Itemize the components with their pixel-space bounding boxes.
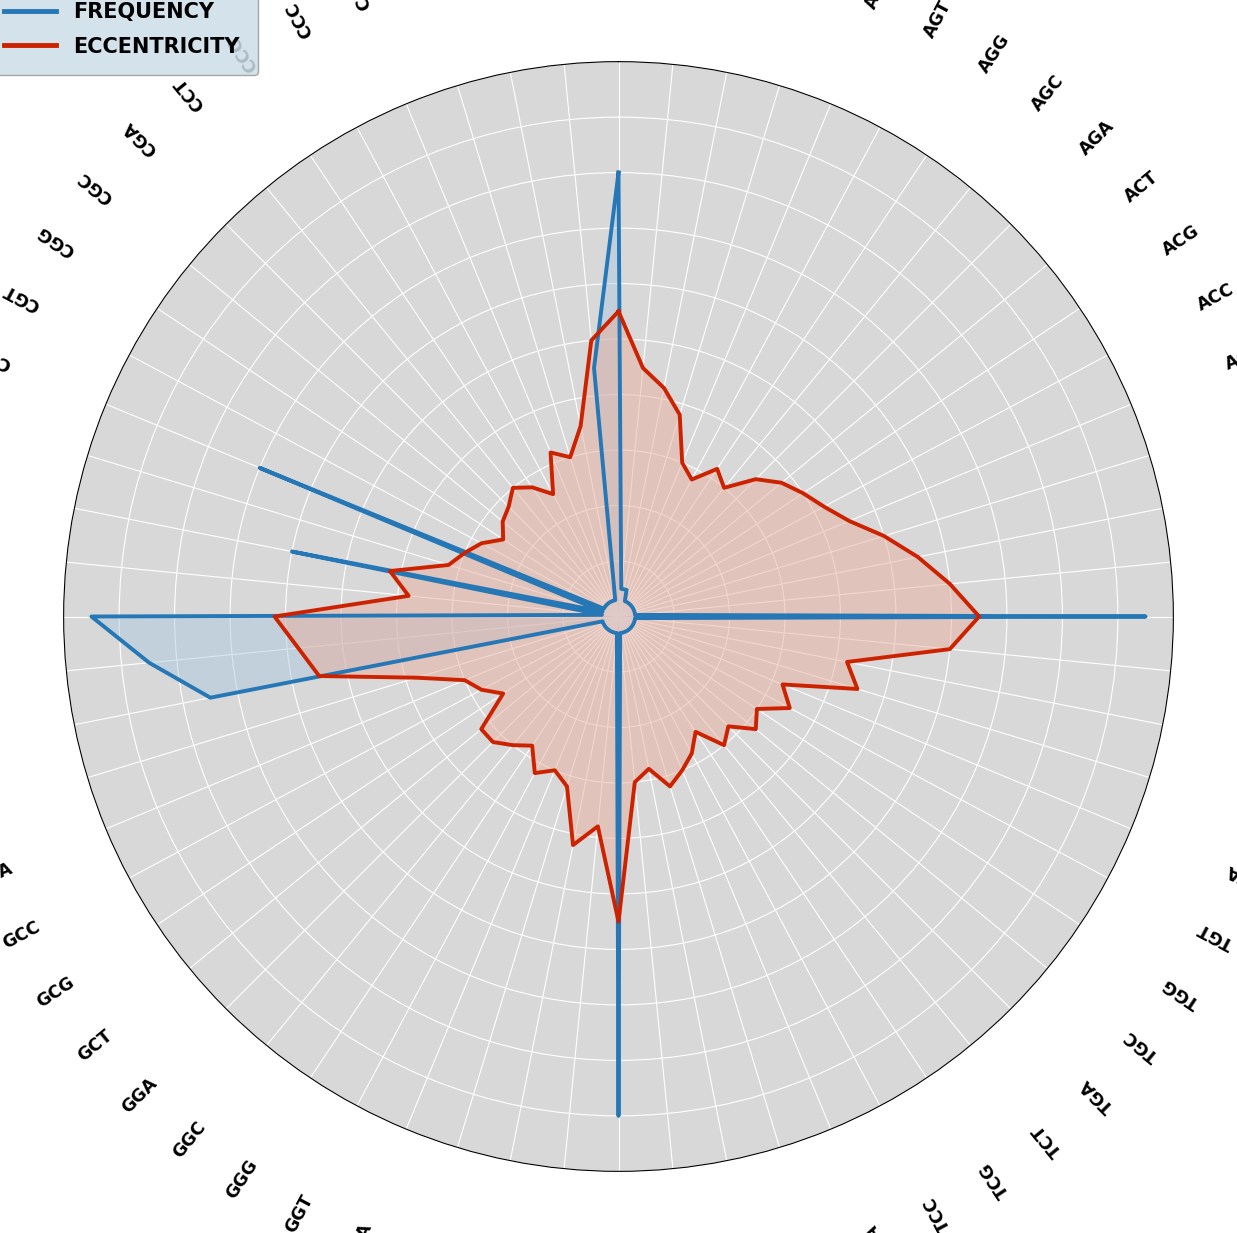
Text: TTA: TTA: [1223, 861, 1237, 890]
Text: GCT: GCT: [74, 1027, 116, 1065]
Text: GGT: GGT: [282, 1191, 317, 1233]
Text: TGA: TGA: [1076, 1075, 1117, 1116]
Polygon shape: [275, 311, 980, 921]
Text: AGT: AGT: [920, 0, 955, 41]
Text: CCG: CCG: [224, 32, 261, 75]
Text: TCC: TCC: [920, 1192, 954, 1233]
Text: TCA: TCA: [862, 1221, 893, 1233]
Text: ACA: ACA: [1222, 342, 1237, 374]
Text: CGA: CGA: [119, 117, 161, 159]
Text: TGC: TGC: [1121, 1027, 1163, 1065]
Text: GCA: GCA: [0, 859, 15, 891]
Text: ACC: ACC: [1194, 280, 1237, 314]
Text: CCT: CCT: [171, 73, 208, 113]
Text: CGT: CGT: [0, 280, 43, 314]
Text: CGG: CGG: [33, 222, 78, 259]
Text: GGG: GGG: [223, 1157, 262, 1202]
Text: GCG: GCG: [33, 974, 78, 1011]
Text: TGG: TGG: [1159, 974, 1204, 1011]
Text: CTA: CTA: [0, 342, 14, 372]
Legend: FREQUENCY, ECCENTRICITY: FREQUENCY, ECCENTRICITY: [0, 0, 259, 75]
Text: ACT: ACT: [1121, 168, 1163, 206]
Text: CGC: CGC: [74, 168, 116, 207]
Text: ATA: ATA: [862, 0, 893, 11]
Text: GCC: GCC: [0, 919, 43, 953]
Text: AGG: AGG: [975, 31, 1014, 76]
Text: GGC: GGC: [169, 1118, 209, 1161]
Text: CCC: CCC: [282, 0, 317, 41]
Text: CCA: CCA: [344, 0, 375, 12]
Text: AGA: AGA: [1076, 117, 1118, 159]
Polygon shape: [92, 173, 1145, 1116]
Text: GGA: GGA: [119, 1074, 161, 1116]
Text: TGT: TGT: [1195, 919, 1237, 952]
Text: TCT: TCT: [1029, 1120, 1066, 1159]
Text: TCG: TCG: [976, 1158, 1013, 1201]
Text: ACG: ACG: [1159, 222, 1204, 259]
Text: AGC: AGC: [1028, 72, 1068, 115]
Text: GTA: GTA: [344, 1221, 375, 1233]
